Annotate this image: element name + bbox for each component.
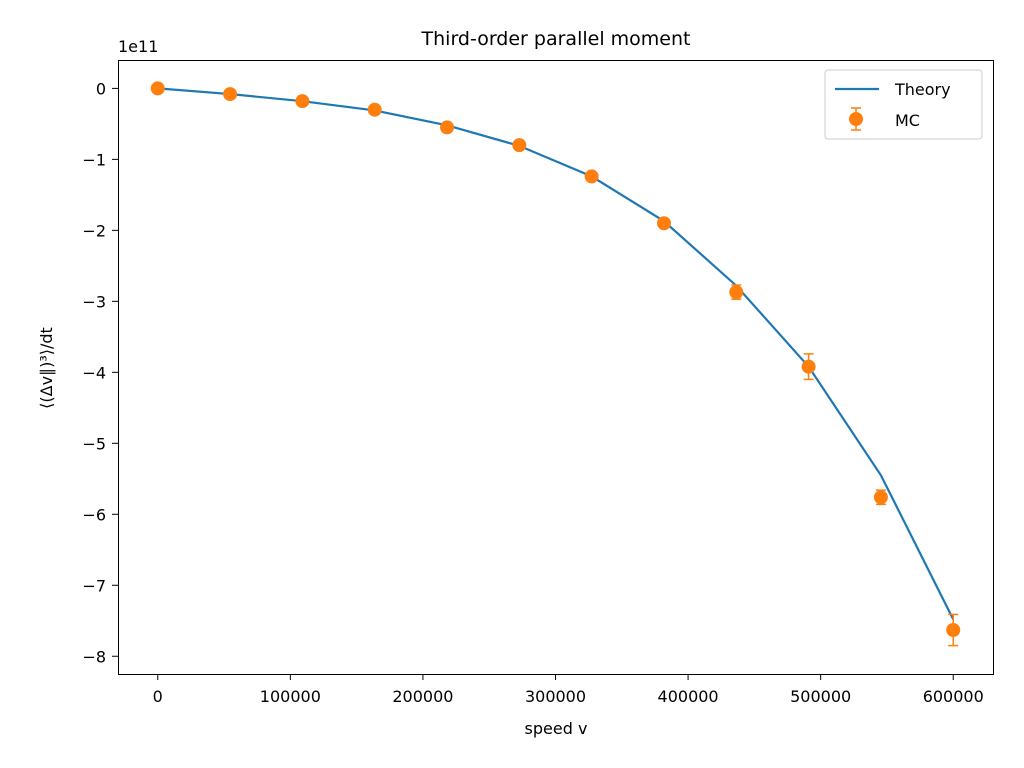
mc-point bbox=[367, 102, 382, 117]
theory-line bbox=[157, 87, 955, 620]
plot-frame bbox=[118, 60, 994, 675]
x-tick-label: 0 bbox=[153, 687, 163, 706]
x-tick-label: 200000 bbox=[392, 687, 453, 706]
y-tick-label: −4 bbox=[82, 363, 106, 382]
x-axis-label: speed v bbox=[525, 719, 588, 738]
y-tick-label: −7 bbox=[82, 576, 106, 595]
legend-box bbox=[824, 69, 983, 140]
mc-point bbox=[150, 81, 165, 96]
y-tick-label: 0 bbox=[96, 79, 106, 98]
mc-point bbox=[729, 285, 744, 300]
mc-point bbox=[223, 87, 238, 102]
mc-point bbox=[873, 490, 888, 505]
legend-mc-label: MC bbox=[895, 111, 920, 130]
y-axis: 0 −1 −2 −3 −4 −5 −6 −7 −8 bbox=[82, 79, 118, 666]
y-tick-label: −5 bbox=[82, 434, 106, 453]
legend-mc-marker bbox=[849, 112, 863, 126]
mc-point bbox=[801, 359, 816, 374]
mc-point bbox=[512, 138, 527, 153]
y-tick-label: −6 bbox=[82, 505, 106, 524]
legend-theory-label: Theory bbox=[894, 80, 951, 99]
y-tick-label: −1 bbox=[82, 150, 106, 169]
x-tick-label: 300000 bbox=[525, 687, 586, 706]
mc-point bbox=[656, 216, 671, 231]
y-offset-label: 1e11 bbox=[118, 37, 158, 56]
mc-point bbox=[946, 622, 961, 637]
y-tick-label: −8 bbox=[82, 647, 106, 666]
x-axis: 0 100000 200000 300000 400000 500000 600000 bbox=[153, 674, 984, 706]
x-tick-label: 100000 bbox=[260, 687, 321, 706]
y-axis-label: ⟨(Δv∥)³⟩/dt bbox=[37, 327, 56, 409]
mc-point bbox=[440, 120, 455, 135]
y-tick-label: −2 bbox=[82, 221, 106, 240]
legend: Theory MC bbox=[824, 69, 983, 140]
mc-point bbox=[584, 169, 599, 184]
y-tick-label: −3 bbox=[82, 292, 106, 311]
x-tick-label: 500000 bbox=[790, 687, 851, 706]
plot-area bbox=[150, 81, 961, 647]
x-tick-label: 600000 bbox=[923, 687, 984, 706]
x-tick-label: 400000 bbox=[658, 687, 719, 706]
mc-point bbox=[295, 94, 310, 109]
chart-title: Third-order parallel moment bbox=[421, 28, 691, 50]
